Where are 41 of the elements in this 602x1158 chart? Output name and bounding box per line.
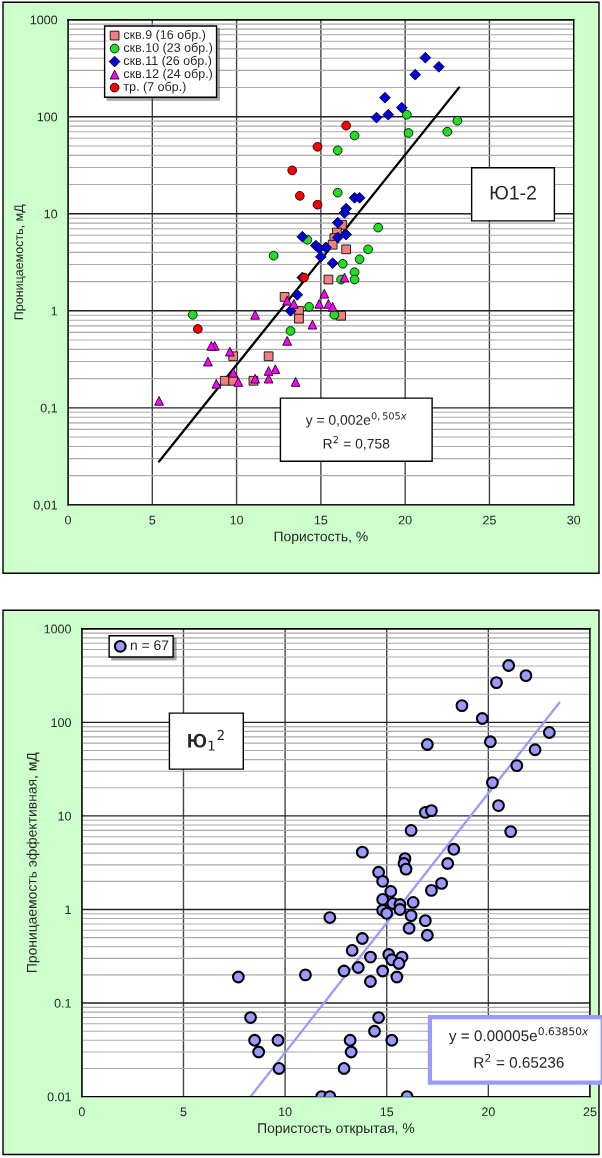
y-tick-label: 0,01 <box>33 500 57 512</box>
x-tick-label: 10 <box>230 515 244 525</box>
annotation: R$^{2}$ = 0,758 <box>323 435 390 451</box>
annotation: Ю1-2 <box>490 185 536 200</box>
y-tick-label: 0,1 <box>40 403 57 414</box>
y-axis-title: Проницаемость, мД <box>14 204 26 320</box>
x-tick-label: 25 <box>483 515 496 525</box>
legend-label: скв.10 (23 обр.) <box>123 42 213 55</box>
y-tick-label: 1 <box>51 306 57 316</box>
y-tick-label: 10 <box>44 209 58 219</box>
x-tick-label: 5 <box>180 1107 187 1117</box>
y-tick-label: 100 <box>37 112 58 122</box>
legend-label: скв.9 (16 обр.) <box>123 29 206 42</box>
y-tick-label: 1000 <box>44 624 71 634</box>
x-tick-label: 15 <box>380 1107 394 1117</box>
x-tick-label: 30 <box>567 515 581 525</box>
annotation: y = 0,002e$^{0,505x}$ <box>305 412 407 428</box>
y-tick-label: 0.01 <box>47 1092 71 1102</box>
y-tick-label: 1000 <box>30 15 58 25</box>
x-tick-label: 20 <box>398 515 412 525</box>
legend-label: скв.11 (26 обр.) <box>123 55 212 68</box>
annotation: R$^{2}$ = 0.65236 <box>474 1053 564 1068</box>
y-tick-label: 0.1 <box>54 998 71 1008</box>
x-tick-label: 10 <box>279 1107 292 1117</box>
x-tick-label: 15 <box>314 515 328 525</box>
y-tick-label: 10 <box>58 811 71 821</box>
x-axis-title: Пористость, % <box>274 531 368 545</box>
x-tick-label: 5 <box>149 515 156 525</box>
y-axis-title: Проницаемость эффективная, мД <box>26 752 40 973</box>
legend-label: n = 67 <box>130 640 169 651</box>
y-tick-label: 1 <box>65 905 71 915</box>
annotation: y = 0.00005e$^{0.63850x}$ <box>448 1027 589 1045</box>
legend-label: тр. (7 обр.) <box>123 81 186 94</box>
legend-label: скв.12 (24 обр.) <box>123 68 213 81</box>
y-tick-label: 100 <box>51 718 71 728</box>
x-axis-title: Пористость открытая, % <box>258 1123 415 1136</box>
x-tick-label: 0 <box>78 1107 85 1117</box>
annotation: Ю$_{1}$$^{2}$ <box>188 729 224 751</box>
x-tick-label: 25 <box>583 1107 597 1117</box>
x-tick-label: 0 <box>65 515 72 525</box>
x-tick-label: 20 <box>482 1107 495 1117</box>
